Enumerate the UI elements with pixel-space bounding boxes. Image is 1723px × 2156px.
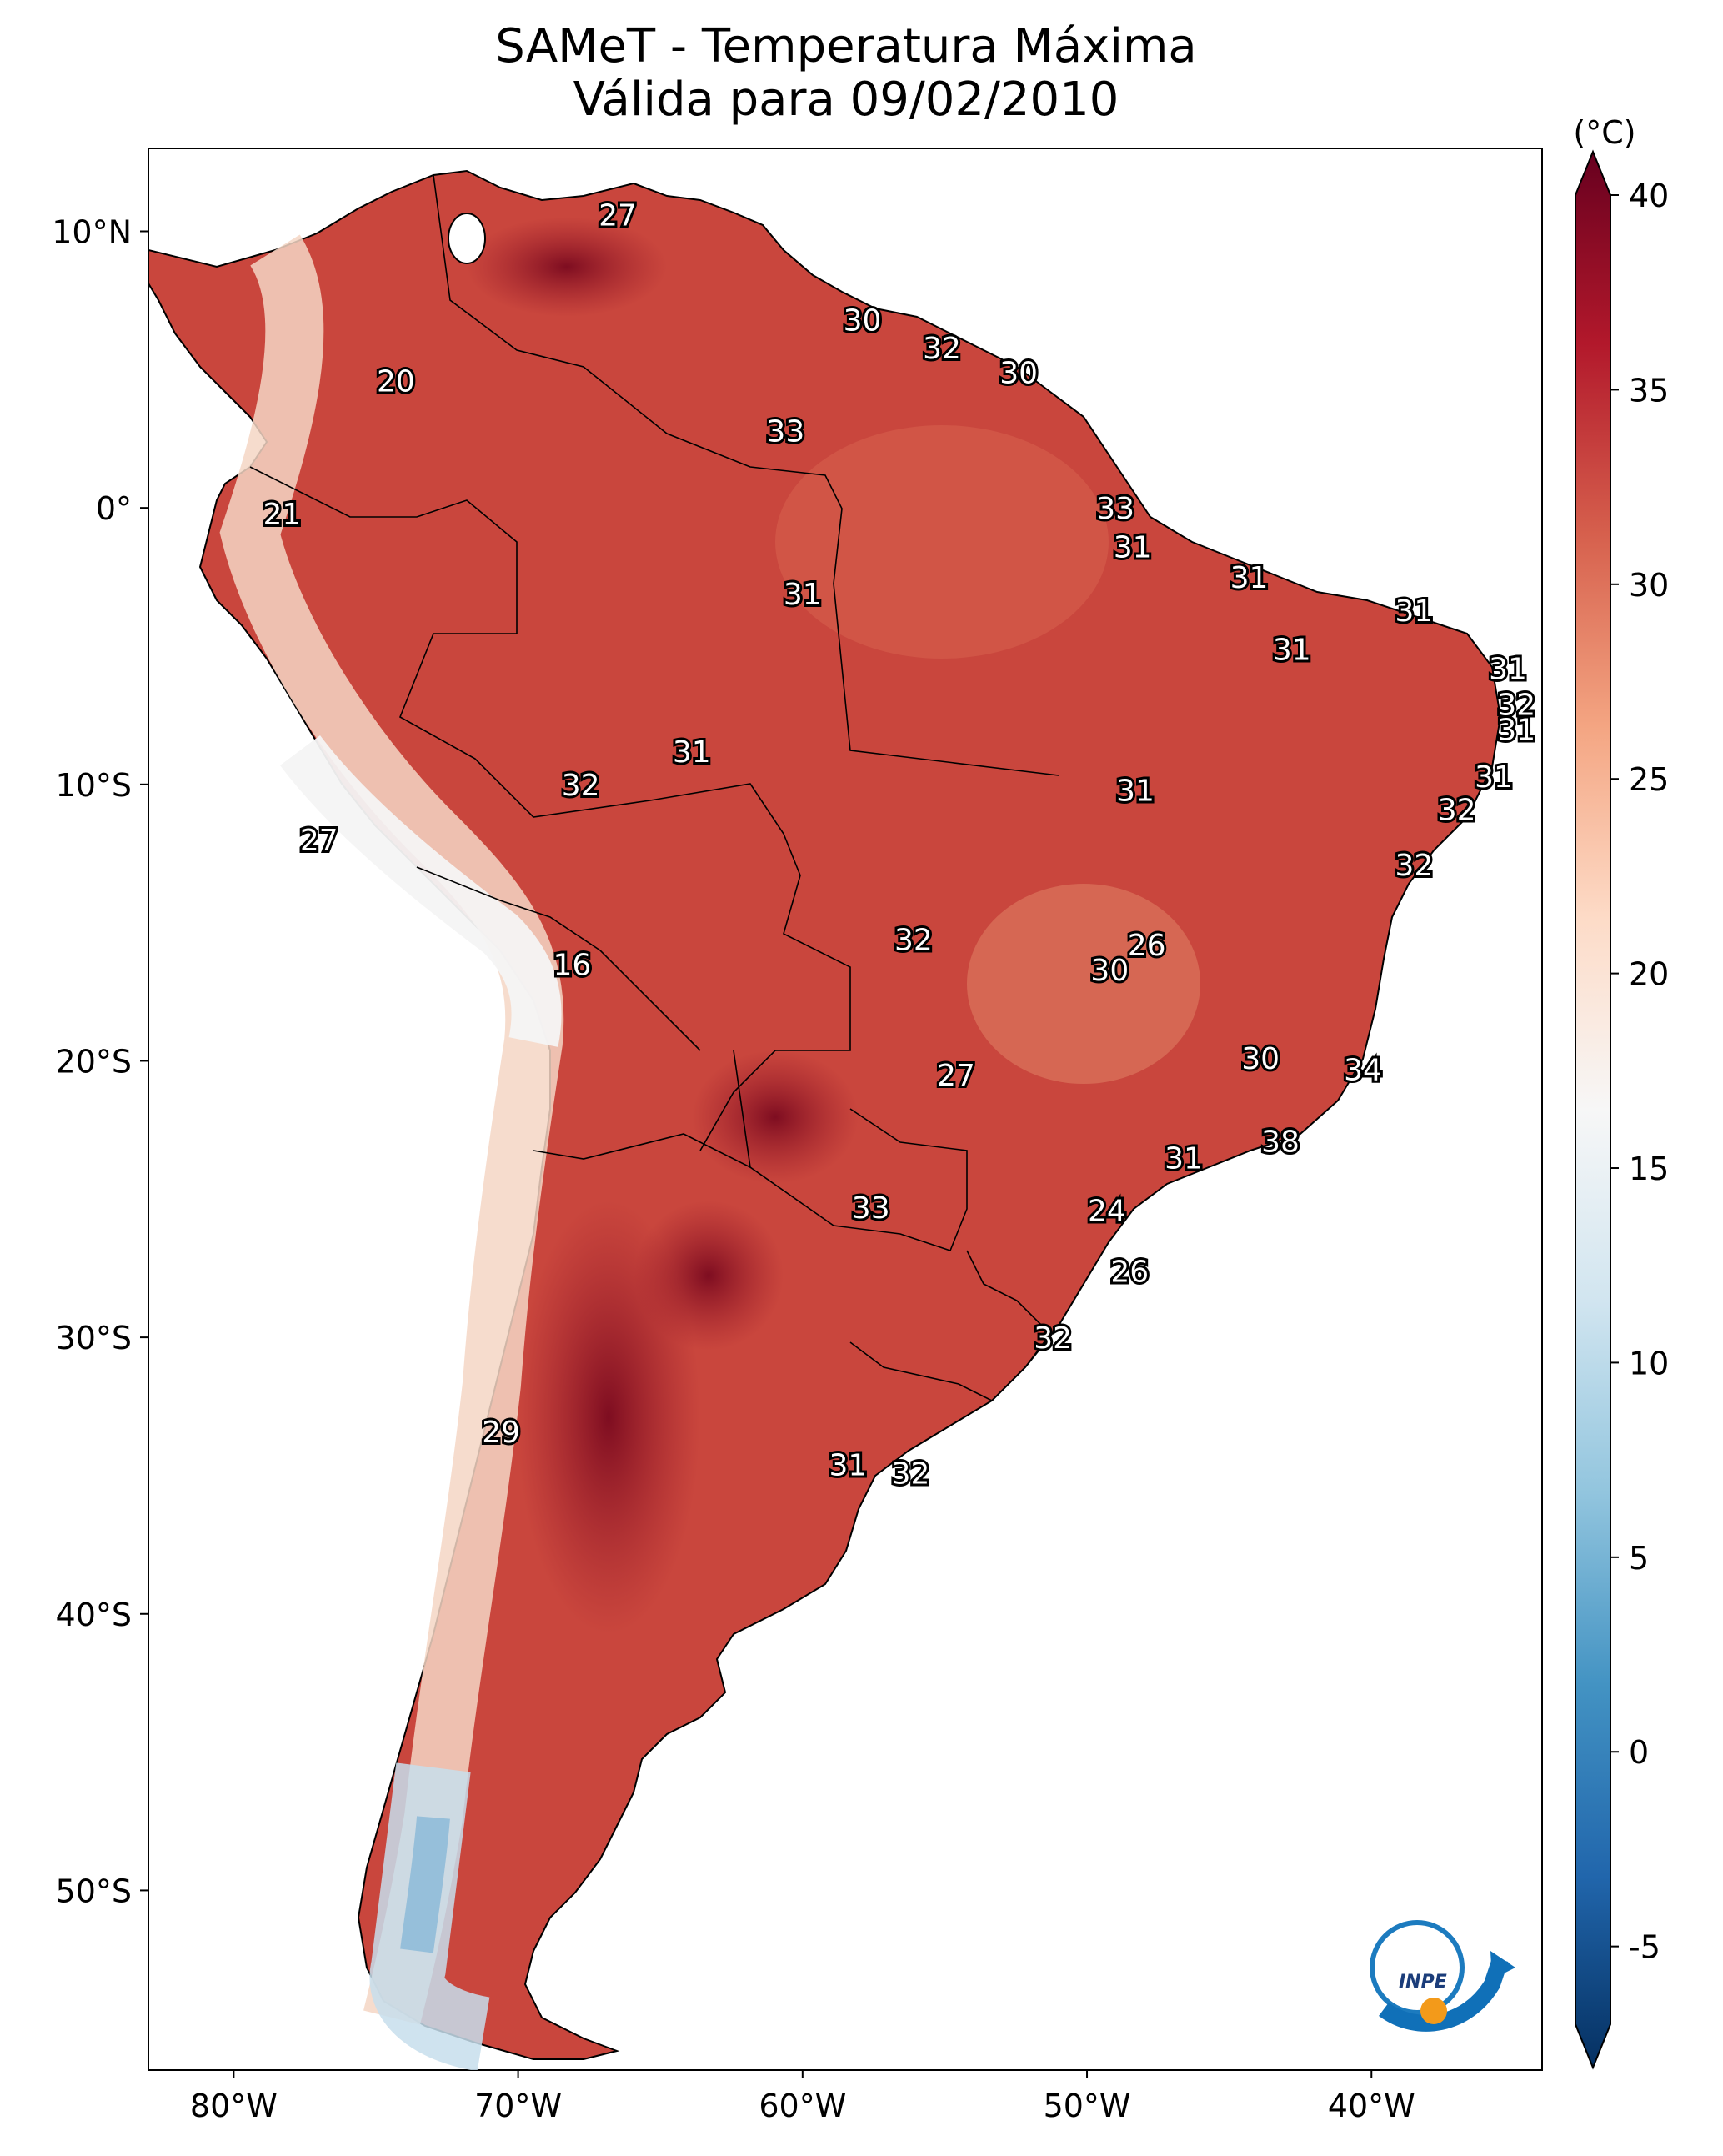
station-value: 33 <box>766 414 804 449</box>
lon-tick-label: 40°W <box>1328 2088 1415 2124</box>
station-value: 29 <box>482 1416 520 1450</box>
warm-region <box>775 425 1109 659</box>
lon-tick-label: 60°W <box>759 2088 846 2124</box>
colorbar-tick-label: 35 <box>1629 372 1669 409</box>
logo-orange-dot <box>1420 1998 1447 2024</box>
hot-spot <box>692 1050 859 1184</box>
lat-tick-label: 50°S <box>56 1873 132 1909</box>
colorbar-tick-label: 20 <box>1629 956 1669 993</box>
station-value: 33 <box>1096 492 1134 526</box>
longitude-ticks: 80°W 70°W 60°W 50°W 40°W <box>190 2070 1415 2124</box>
lon-tick-label: 70°W <box>474 2088 562 2124</box>
station-value: 32 <box>894 924 933 958</box>
colorbar-tick-label: 15 <box>1629 1151 1669 1187</box>
station-value: 27 <box>937 1059 975 1093</box>
colorbar-tick-label: 40 <box>1629 178 1669 214</box>
colorbar-tick-label: 30 <box>1629 567 1669 604</box>
station-value: 31 <box>829 1449 868 1483</box>
station-value: 26 <box>1110 1256 1149 1290</box>
station-value: 21 <box>263 498 301 532</box>
logo-text: INPE <box>1399 1972 1447 1993</box>
temperature-field <box>148 169 1502 2070</box>
colorbar-tick-label: 25 <box>1629 761 1669 798</box>
station-value: 31 <box>1273 633 1311 667</box>
station-value: 32 <box>1497 689 1535 723</box>
station-value: 31 <box>1230 561 1269 595</box>
map-title-line1: SAMeT - Temperatura Máxima <box>495 19 1197 73</box>
station-value: 20 <box>377 365 415 399</box>
lat-tick-label: 30°S <box>56 1320 132 1356</box>
colorbar: 40 35 30 25 20 15 10 5 0 -5 (°C) <box>1573 114 1669 2070</box>
colorbar-tick-label: 0 <box>1629 1734 1649 1771</box>
lat-tick-label: 10°N <box>52 213 132 250</box>
station-value: 32 <box>562 769 600 803</box>
colorbar-gradient <box>1575 149 1611 2070</box>
warm-region <box>967 884 1200 1084</box>
colorbar-ticks: 40 35 30 25 20 15 10 5 0 -5 <box>1610 178 1669 1966</box>
andes-cool-band <box>280 735 562 1047</box>
colorbar-tick-label: -5 <box>1629 1929 1660 1966</box>
map-title-line2: Válida para 09/02/2010 <box>573 73 1119 127</box>
station-value: 32 <box>892 1457 930 1492</box>
station-value: 32 <box>1438 794 1476 828</box>
station-value: 31 <box>673 735 711 770</box>
country-borders <box>249 174 1059 1401</box>
station-value: 32 <box>1034 1321 1072 1356</box>
lon-tick-label: 50°W <box>1044 2088 1131 2124</box>
station-value: 27 <box>599 199 637 233</box>
station-value: 34 <box>1344 1053 1382 1087</box>
station-value: 27 <box>300 824 338 858</box>
station-value: 32 <box>923 332 961 366</box>
lat-tick-label: 40°S <box>56 1597 132 1633</box>
andes-cool-band <box>219 234 564 2025</box>
station-value: 24 <box>1088 1195 1126 1229</box>
station-value: 30 <box>844 304 882 338</box>
station-value: 31 <box>1165 1142 1203 1176</box>
station-value: 31 <box>1114 531 1152 565</box>
station-value: 31 <box>784 578 822 612</box>
colorbar-tick-label: 5 <box>1629 1540 1649 1577</box>
lon-tick-label: 80°W <box>190 2088 278 2124</box>
lake-maracaibo <box>448 213 486 264</box>
lat-tick-label: 0° <box>96 490 132 527</box>
hot-spot <box>467 217 667 317</box>
colorbar-unit-label: (°C) <box>1573 114 1635 151</box>
station-value: 30 <box>999 357 1038 391</box>
station-value: 30 <box>1241 1042 1280 1076</box>
latitude-ticks: 10°N 0° 10°S 20°S 30°S 40°S 50°S <box>52 213 148 1909</box>
station-value: 32 <box>1395 849 1434 883</box>
station-value: 31 <box>1489 653 1527 687</box>
station-value: 16 <box>553 948 592 982</box>
lat-tick-label: 10°S <box>56 767 132 804</box>
inpe-logo: INPE <box>1370 1920 1515 2032</box>
colorbar-tick-label: 10 <box>1629 1345 1669 1381</box>
patagonia-cold <box>400 1816 450 1953</box>
station-value: 31 <box>1116 774 1155 808</box>
station-value: 30 <box>1090 954 1129 988</box>
station-value: 26 <box>1128 929 1166 963</box>
hot-spot <box>634 1201 784 1351</box>
station-value: 31 <box>1395 594 1434 629</box>
station-value: 33 <box>852 1191 890 1226</box>
station-value: 31 <box>1497 713 1535 747</box>
station-value: 31 <box>1475 760 1513 795</box>
station-value: 38 <box>1261 1126 1300 1160</box>
lat-tick-label: 20°S <box>56 1043 132 1080</box>
